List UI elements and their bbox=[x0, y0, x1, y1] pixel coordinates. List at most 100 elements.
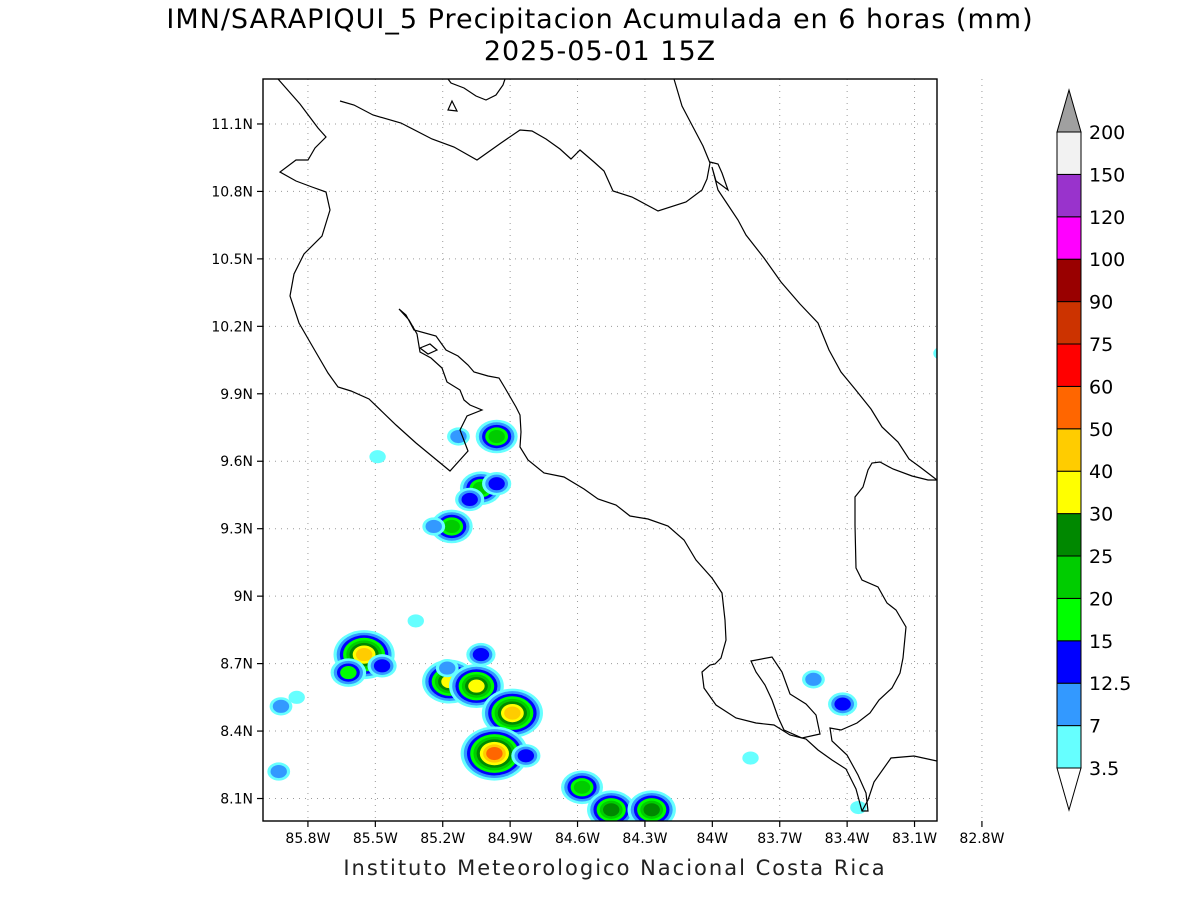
precip-cell bbox=[828, 692, 858, 716]
y-tick-label: 9.3N bbox=[220, 522, 253, 538]
precip-cell bbox=[430, 509, 473, 544]
precip-contour-band-8 bbox=[486, 746, 503, 761]
y-tick-label: 8.7N bbox=[220, 657, 253, 673]
precip-contour-band-0 bbox=[742, 751, 759, 765]
x-tick-label: 85.8W bbox=[285, 831, 330, 847]
precip-contour-band-6 bbox=[468, 679, 485, 693]
precip-contour-band-7 bbox=[504, 706, 521, 720]
precip-contour-band-5 bbox=[643, 803, 660, 817]
y-axis-latitude: 8.1N 8.4N 8.7N 9N 9.3N 9.6N 9.9N 10.2N 10.5N 10.8… bbox=[211, 117, 263, 808]
y-tick-label: 9N bbox=[234, 589, 253, 605]
colorbar-swatch-7 bbox=[1056, 428, 1082, 472]
colorbar-level-label: 50 bbox=[1089, 419, 1113, 441]
map-subtitle-datetime: 2025-05-01 15Z bbox=[483, 36, 717, 67]
precip-cell bbox=[481, 688, 543, 738]
x-tick-label: 84.9W bbox=[488, 831, 533, 847]
y-tick-label: 10.2N bbox=[211, 319, 253, 335]
precip-contour-band-2 bbox=[472, 648, 490, 662]
precip-cell bbox=[435, 658, 459, 678]
colorbar-swatch-9 bbox=[1056, 343, 1082, 387]
precip-contour-band-1 bbox=[450, 429, 467, 444]
x-tick-label: 83.4W bbox=[825, 831, 870, 847]
precip-cell bbox=[742, 751, 759, 765]
y-tick-label: 10.5N bbox=[211, 252, 253, 268]
coastline-panama bbox=[861, 755, 937, 812]
colorbar-swatch-2 bbox=[1056, 640, 1082, 684]
colorbar-level-label: 90 bbox=[1089, 292, 1113, 314]
precip-cell bbox=[627, 790, 676, 821]
peninsula-osa bbox=[750, 656, 821, 739]
x-tick-label: 83.7W bbox=[757, 831, 802, 847]
precip-contour-band-2 bbox=[461, 492, 478, 507]
precip-cell bbox=[407, 614, 424, 628]
y-tick-label: 8.1N bbox=[220, 792, 253, 808]
y-tick-label: 8.4N bbox=[220, 724, 253, 740]
colorbar-level-label: 60 bbox=[1089, 376, 1113, 398]
colorbar-level-label: 12.5 bbox=[1089, 673, 1131, 695]
x-tick-label: 82.8W bbox=[959, 831, 1004, 847]
precip-contour-band-1 bbox=[270, 764, 287, 779]
colorbar-level-label: 100 bbox=[1089, 249, 1125, 271]
island-chira bbox=[418, 343, 439, 355]
precip-cell bbox=[482, 472, 512, 496]
precip-cell bbox=[561, 770, 604, 805]
colorbar-swatch-8 bbox=[1056, 385, 1082, 430]
colorbar-level-label: 25 bbox=[1089, 546, 1113, 568]
precip-contour-band-2 bbox=[834, 697, 851, 711]
precip-contour-band-7 bbox=[355, 648, 373, 662]
precip-contour-band-5 bbox=[603, 803, 620, 817]
x-tick-label: 85.2W bbox=[420, 831, 465, 847]
precip-cell bbox=[369, 450, 386, 464]
precip-cell bbox=[933, 347, 937, 359]
precip-contour-band-2 bbox=[373, 659, 391, 673]
precip-contour-band-1 bbox=[439, 661, 456, 675]
precip-cell bbox=[455, 487, 485, 512]
x-tick-label: 84W bbox=[696, 831, 728, 847]
colorbar-overflow-arrow bbox=[1056, 88, 1082, 133]
precip-contour-band-0 bbox=[369, 450, 386, 464]
precip-contour-band-0 bbox=[288, 690, 305, 704]
colorbar-level-label: 20 bbox=[1089, 588, 1113, 610]
y-tick-label: 10.8N bbox=[211, 184, 253, 200]
colorbar-level-label: 120 bbox=[1089, 207, 1125, 229]
y-tick-label: 9.6N bbox=[220, 454, 253, 470]
precip-cell bbox=[475, 419, 518, 454]
precipitation-field bbox=[267, 347, 937, 821]
colorbar-level-label: 200 bbox=[1089, 122, 1125, 144]
precip-contour-band-1 bbox=[272, 699, 290, 713]
coastline-nicaragua-north bbox=[447, 79, 506, 101]
precip-cell bbox=[449, 664, 504, 709]
precip-contour-band-3 bbox=[340, 666, 357, 680]
colorbar-level-label: 40 bbox=[1089, 461, 1113, 483]
precip-cell bbox=[466, 642, 496, 667]
colorbar-level-label: 3.5 bbox=[1089, 758, 1119, 780]
colorbar-level-label: 150 bbox=[1089, 164, 1125, 186]
colorbar-swatch-1 bbox=[1056, 682, 1082, 727]
colorbar-swatch-6 bbox=[1056, 470, 1082, 515]
x-tick-label: 84.6W bbox=[555, 831, 600, 847]
colorbar-swatch-12 bbox=[1056, 216, 1082, 260]
colorbar-level-label: 7 bbox=[1089, 716, 1101, 738]
precip-cell bbox=[447, 427, 470, 446]
precip-cell bbox=[330, 658, 367, 687]
map-title: IMN/SARAPIQUI_5 Precipitacion Acumulada … bbox=[166, 4, 1034, 35]
precip-cell bbox=[802, 670, 825, 689]
precip-contour-band-4 bbox=[573, 780, 591, 794]
island-north bbox=[447, 99, 459, 112]
colorbar-level-label: 75 bbox=[1089, 334, 1113, 356]
precip-cell bbox=[367, 654, 397, 678]
x-tick-label: 84.3W bbox=[622, 831, 667, 847]
precip-contour-band-4 bbox=[488, 429, 505, 444]
colorbar-swatch-5 bbox=[1056, 513, 1082, 557]
colorbar-swatch-0 bbox=[1056, 725, 1082, 769]
precip-cell bbox=[587, 790, 636, 821]
precip-cell bbox=[269, 697, 293, 716]
precip-cell bbox=[460, 726, 529, 781]
coastline-costa-rica bbox=[277, 79, 937, 812]
colorbar-level-label: 30 bbox=[1089, 504, 1113, 526]
precip-cell bbox=[511, 744, 541, 768]
plot-frame bbox=[262, 78, 938, 822]
precip-contour-band-2 bbox=[488, 477, 505, 491]
precip-contour-band-2 bbox=[517, 749, 535, 763]
